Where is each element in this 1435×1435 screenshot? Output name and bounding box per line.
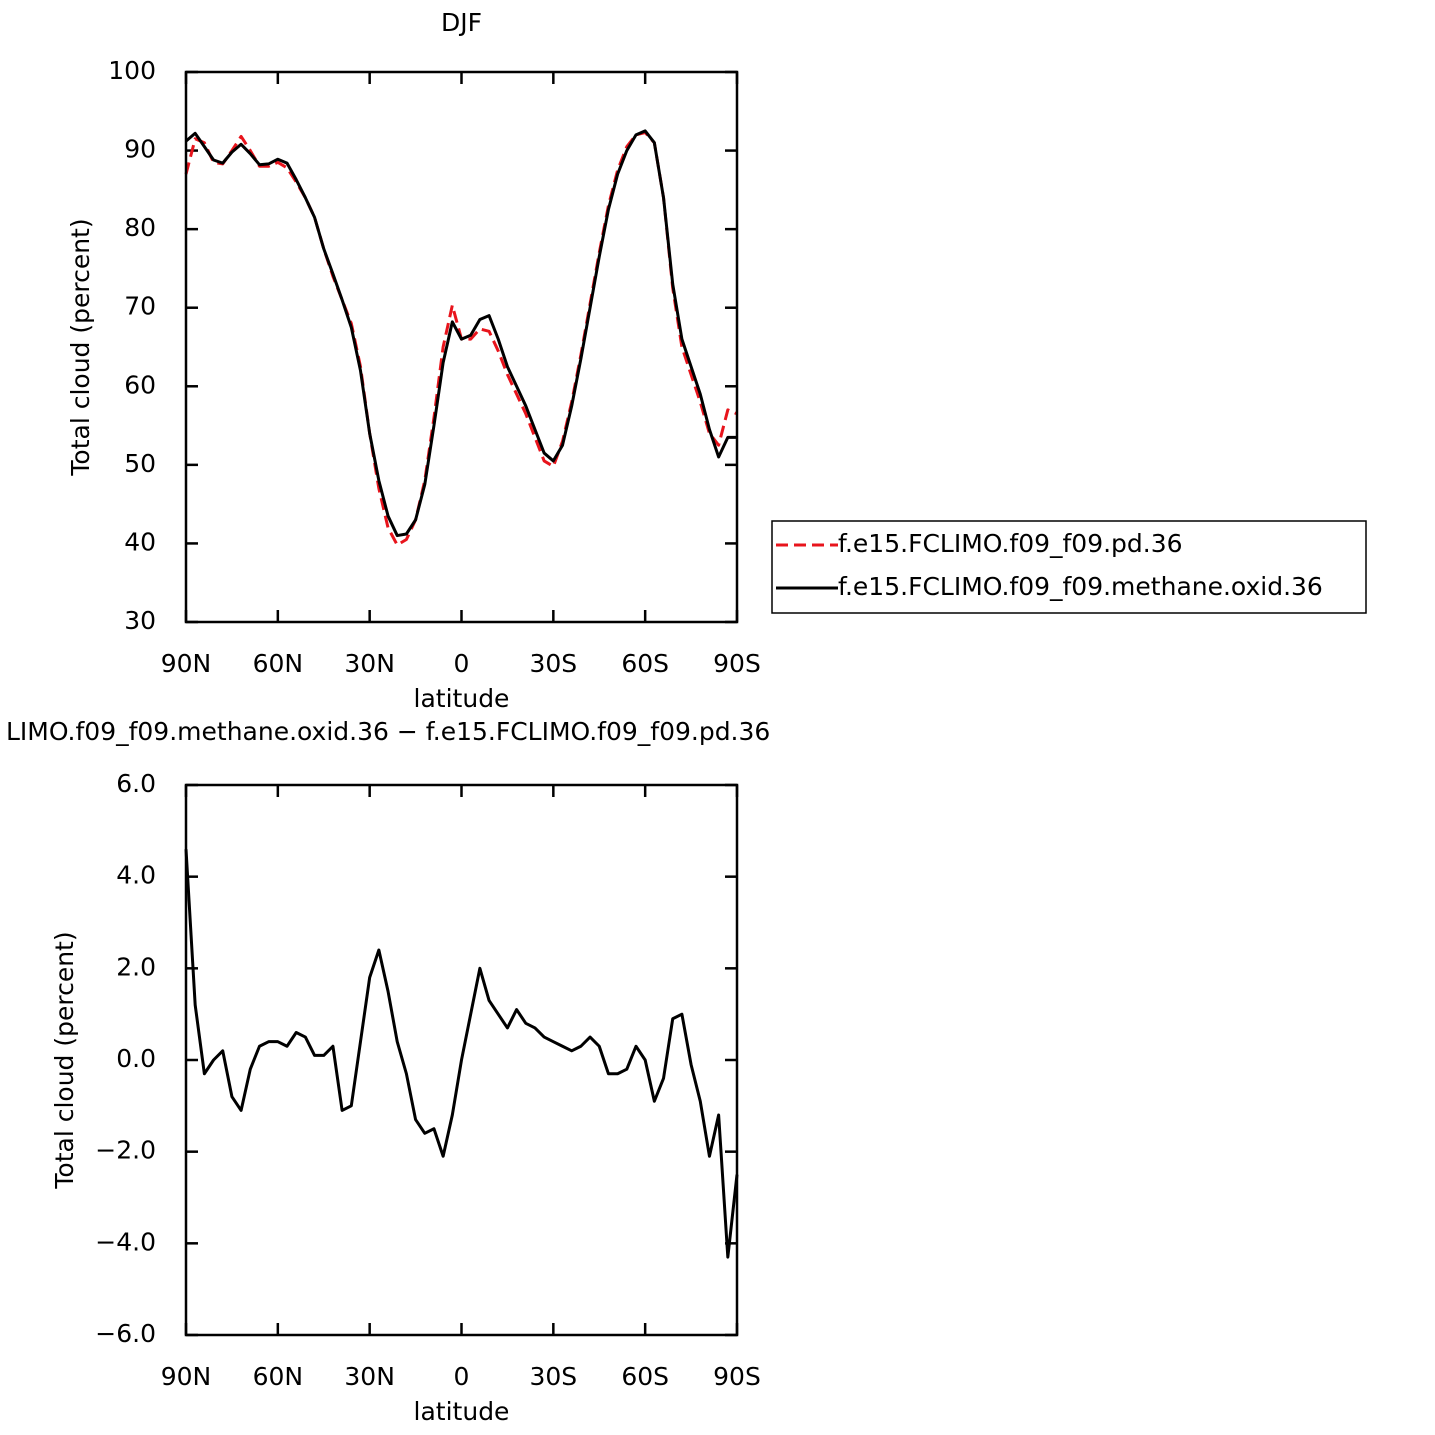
y-tick-label: −2.0 bbox=[95, 1136, 156, 1165]
x-tick-label: 0 bbox=[454, 649, 470, 678]
y-tick-label: 30 bbox=[124, 606, 156, 635]
x-tick-label: 30N bbox=[344, 1362, 395, 1391]
x-axis-label: latitude bbox=[414, 1397, 510, 1426]
y-tick-label: 50 bbox=[124, 449, 156, 478]
x-tick-label: 60N bbox=[253, 1362, 304, 1391]
plot-frame bbox=[184, 783, 739, 1337]
y-tick-label: 70 bbox=[124, 292, 156, 321]
legend-label: f.e15.FCLIMO.f09_f09.methane.oxid.36 bbox=[838, 572, 1323, 601]
x-tick-label: 90N bbox=[161, 1362, 212, 1391]
y-tick-label: 90 bbox=[124, 135, 156, 164]
y-tick-label: 2.0 bbox=[116, 952, 156, 981]
y-tick-label: 4.0 bbox=[116, 861, 156, 890]
x-tick-label: 90S bbox=[713, 1362, 761, 1391]
chart-title: LIMO.f09_f09.methane.oxid.36 − f.e15.FCL… bbox=[6, 717, 770, 746]
y-tick-label: −4.0 bbox=[95, 1227, 156, 1256]
y-tick-label: 40 bbox=[124, 527, 156, 556]
y-tick-label: 0.0 bbox=[116, 1044, 156, 1073]
x-tick-label: 60N bbox=[253, 649, 304, 678]
y-tick-label: 60 bbox=[124, 370, 156, 399]
x-tick-label: 0 bbox=[454, 1362, 470, 1391]
x-tick-label: 90N bbox=[161, 649, 212, 678]
y-tick-label: 6.0 bbox=[116, 769, 156, 798]
chart-title: DJF bbox=[441, 8, 482, 37]
x-tick-label: 60S bbox=[621, 1362, 669, 1391]
y-axis-label: Total cloud (percent) bbox=[66, 218, 95, 476]
x-tick-label: 90S bbox=[713, 649, 761, 678]
x-tick-label: 30N bbox=[344, 649, 395, 678]
plot-frame bbox=[184, 70, 739, 624]
x-tick-label: 60S bbox=[621, 649, 669, 678]
legend-box bbox=[771, 520, 1367, 614]
y-tick-label: 80 bbox=[124, 213, 156, 242]
y-tick-label: −6.0 bbox=[95, 1319, 156, 1348]
x-axis-label: latitude bbox=[414, 684, 510, 713]
legend-label: f.e15.FCLIMO.f09_f09.pd.36 bbox=[838, 529, 1183, 558]
y-tick-label: 100 bbox=[108, 56, 156, 85]
y-axis-label: Total cloud (percent) bbox=[50, 931, 79, 1189]
x-tick-label: 30S bbox=[529, 649, 577, 678]
data-line bbox=[185, 129, 737, 538]
x-tick-label: 30S bbox=[529, 1362, 577, 1391]
data-line bbox=[184, 849, 739, 1259]
